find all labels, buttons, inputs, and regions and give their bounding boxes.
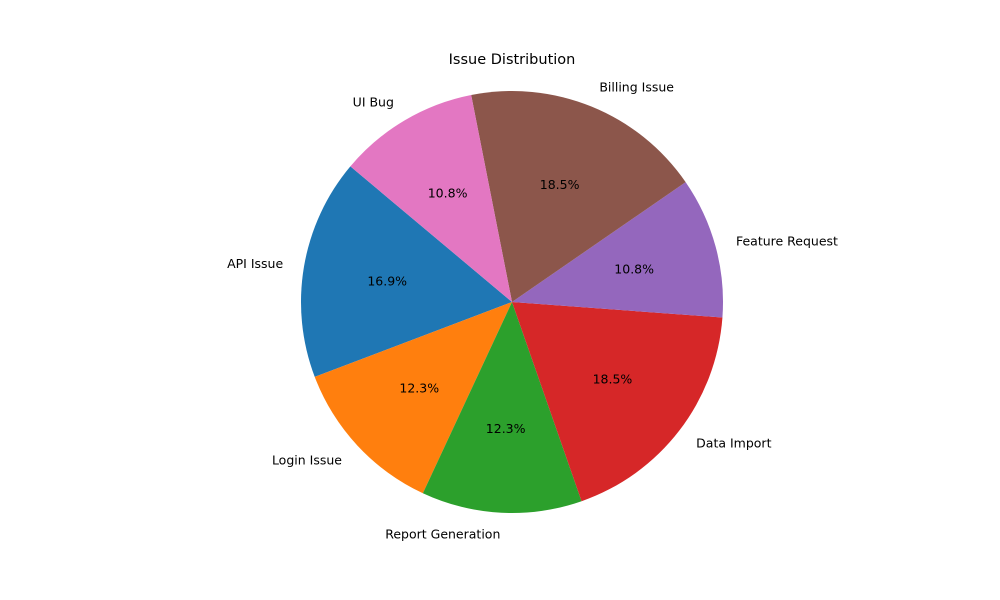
slice-pct-label-6: 10.8% — [428, 186, 468, 201]
pie-slices — [301, 90, 723, 513]
slice-pct-label-3: 18.5% — [593, 372, 633, 387]
slice-label-4: Feature Request — [736, 234, 838, 249]
pie-slice-3 — [512, 302, 723, 502]
pie-slice-1 — [314, 302, 512, 494]
slice-pct-label-2: 12.3% — [486, 421, 526, 436]
pie-slice-4 — [512, 182, 723, 318]
slice-label-0: API Issue — [227, 256, 283, 271]
chart-title: Issue Distribution — [449, 52, 576, 68]
slice-label-3: Data Import — [696, 436, 771, 451]
slice-pct-label-4: 10.8% — [614, 261, 654, 276]
pie-slice-2 — [422, 302, 582, 513]
slice-pct-label-0: 16.9% — [367, 273, 407, 288]
pie-slice-5 — [471, 90, 686, 302]
pie-slice-0 — [301, 166, 512, 377]
slice-pct-label-5: 18.5% — [540, 177, 580, 192]
pie-slice-6 — [350, 94, 512, 302]
slice-label-2: Report Generation — [385, 526, 500, 541]
slice-pct-label-1: 12.3% — [399, 381, 439, 396]
slice-label-6: UI Bug — [353, 95, 394, 110]
slice-label-5: Billing Issue — [599, 79, 674, 94]
pie-labels: API Issue 16.9% Login Issue 12.3% Report Gen… — [227, 79, 838, 541]
slice-label-1: Login Issue — [272, 452, 342, 467]
